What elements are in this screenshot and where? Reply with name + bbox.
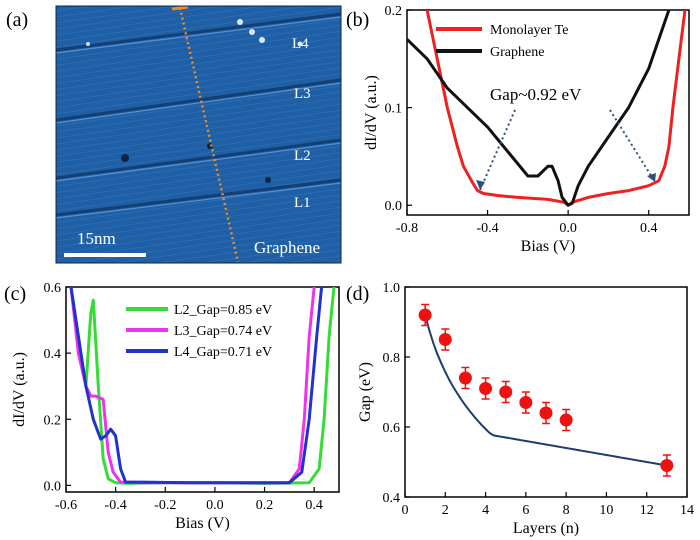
adsorbate xyxy=(237,19,243,25)
legend-entry: Graphene xyxy=(490,45,544,60)
data-point xyxy=(519,396,533,409)
annotation-arrowhead xyxy=(476,180,485,190)
legend-entry: L4_Gap=0.71 eV xyxy=(174,345,272,360)
line-cut xyxy=(178,7,240,263)
data-point xyxy=(418,308,432,322)
data-point xyxy=(660,459,674,472)
legend-entry: L2_Gap=0.85 eV xyxy=(174,303,272,318)
x-tick-label: 6 xyxy=(522,503,529,518)
gap-vs-layers-panel: 0 2 4 6 8 10 12 14 0.4 0.6 0.8 1.0 Layers (n) Gap (eV… xyxy=(357,281,694,537)
x-tick-label: 0.2 xyxy=(256,498,274,513)
series-line xyxy=(407,10,671,207)
x-tick-label: 0.4 xyxy=(305,498,323,513)
spectra-panel-b: -0.8 -0.4 0.0 0.4 0.0 0.1 0.2 Bias (V) dI/dV (a.… xyxy=(363,4,690,255)
plot-frame xyxy=(404,286,688,498)
panel-d-label: (d) xyxy=(346,283,369,305)
x-tick-label: 4 xyxy=(482,503,489,518)
data-point xyxy=(539,406,553,420)
y-tick-label: 0.4 xyxy=(44,347,62,362)
legend-entry: L3_Gap=0.74 eV xyxy=(174,324,272,339)
step-edge-highlight xyxy=(56,142,341,182)
y-tick-label: 1.0 xyxy=(383,281,401,296)
x-tick-label: 2 xyxy=(442,503,449,518)
adsorbate xyxy=(297,41,303,47)
layer-label-l4: L4 xyxy=(292,36,309,52)
x-tick-label: 12 xyxy=(640,503,654,518)
data-point xyxy=(458,371,472,385)
y-tick-label: 0.4 xyxy=(383,491,401,506)
gap-annotation: Gap~0.92 eV xyxy=(490,85,582,104)
data-point xyxy=(559,413,573,427)
x-tick-label: 10 xyxy=(599,503,613,518)
legend-entry: Monolayer Te xyxy=(490,23,568,38)
step-edge xyxy=(56,138,341,180)
x-tick-label: -0.8 xyxy=(396,221,418,236)
series-line xyxy=(69,287,324,485)
fit-curve xyxy=(424,314,668,467)
defect xyxy=(265,177,271,183)
y-tick-label: 0.6 xyxy=(44,281,62,296)
defect xyxy=(121,154,129,162)
step-edge xyxy=(56,178,341,217)
scale-bar-label: 15nm xyxy=(77,229,116,248)
step-edge xyxy=(56,78,341,122)
y-tick-label: 0.6 xyxy=(383,421,401,436)
spectra-panel-c: -0.6 -0.4 -0.2 0.0 0.2 0.4 0.0 0.2 0.4 0.6 Bias (V… xyxy=(11,281,340,532)
panel-a-label: (a) xyxy=(6,9,28,31)
x-tick-label: -0.4 xyxy=(105,498,127,513)
x-tick-label: -0.2 xyxy=(154,498,176,513)
x-axis-label: Bias (V) xyxy=(175,515,230,532)
data-point xyxy=(479,382,493,395)
data-point xyxy=(438,333,452,346)
x-tick-label: 0.0 xyxy=(206,498,224,513)
y-axis-label: dI/dV (a.u.) xyxy=(11,352,28,427)
plot-frame xyxy=(406,9,690,216)
panel-b-label: (b) xyxy=(346,9,369,31)
layer-label-l3: L3 xyxy=(294,86,311,102)
stm-surface xyxy=(56,6,341,263)
step-edge xyxy=(56,12,341,52)
y-axis-label: dI/dV (a.u.) xyxy=(363,75,380,150)
x-axis-label: Bias (V) xyxy=(521,238,576,255)
adsorbate xyxy=(249,29,255,35)
data-point xyxy=(499,385,513,399)
annotation-arrow xyxy=(479,109,516,191)
annotation-arrow xyxy=(609,109,656,183)
x-tick-label: 0.0 xyxy=(559,221,577,236)
x-tick-label: 0.4 xyxy=(640,221,658,236)
y-tick-label: 0.0 xyxy=(44,479,62,494)
x-axis-label: Layers (n) xyxy=(513,520,579,537)
layer-label-l1: L1 xyxy=(294,195,311,211)
line-cut-marker xyxy=(171,6,189,11)
y-tick-label: 0.0 xyxy=(385,199,403,214)
y-axis-label: Gap (eV) xyxy=(357,362,374,422)
stm-image-frame xyxy=(55,5,342,264)
x-tick-label: 0 xyxy=(402,503,409,518)
step-edge-highlight xyxy=(56,16,341,54)
step-edge-highlight xyxy=(56,82,341,124)
step-edge-highlight xyxy=(56,182,341,219)
stm-image-panel: (a) L4 L3 L2 L1 xyxy=(6,5,342,264)
annotation-arrowhead xyxy=(647,173,656,182)
x-tick-label: -0.4 xyxy=(476,221,498,236)
x-tick-label: -0.6 xyxy=(55,498,77,513)
x-tick-label: 8 xyxy=(563,503,570,518)
y-tick-label: 0.2 xyxy=(44,413,62,428)
series-line xyxy=(69,287,316,485)
plot-frame xyxy=(65,286,340,493)
y-tick-label: 0.2 xyxy=(385,4,403,19)
adsorbate xyxy=(259,37,265,43)
y-tick-label: 0.8 xyxy=(383,351,401,366)
layer-label-l2: L2 xyxy=(294,148,311,164)
y-tick-label: 0.1 xyxy=(385,102,403,117)
adsorbate xyxy=(86,42,90,46)
x-tick-label: 14 xyxy=(680,503,694,518)
layer-label-graphene: Graphene xyxy=(254,238,320,257)
panel-c-label: (c) xyxy=(4,283,26,305)
